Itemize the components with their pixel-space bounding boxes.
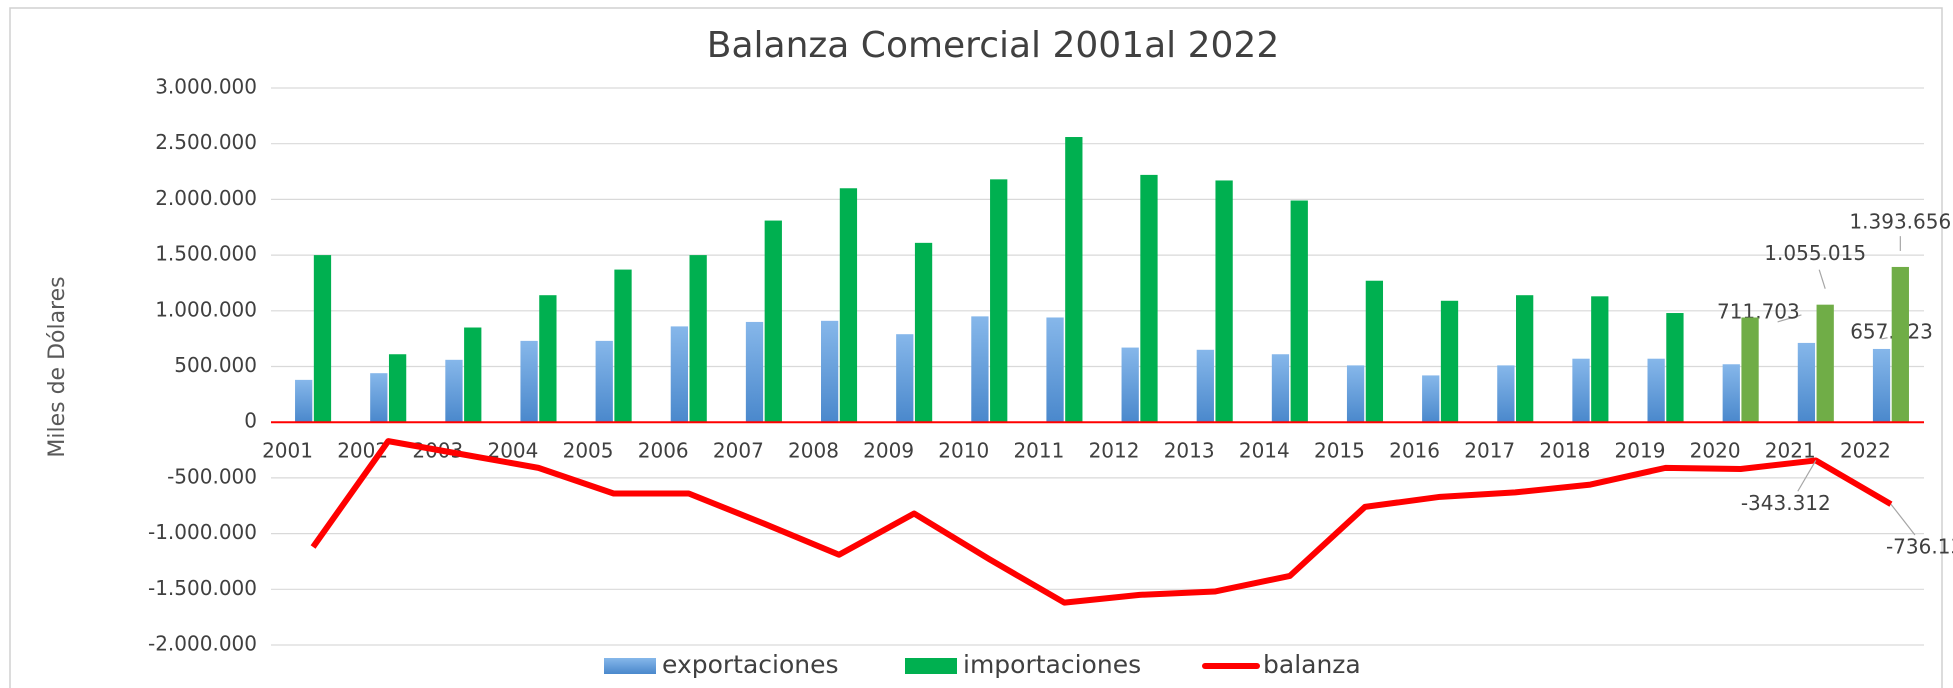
- legend-label: importaciones: [963, 650, 1141, 679]
- bar: [1591, 296, 1609, 423]
- bar: [1422, 375, 1440, 423]
- bar: [1346, 365, 1365, 423]
- y-tick-label: 1.500.000: [155, 242, 257, 266]
- x-tick-label: 2008: [788, 439, 839, 463]
- bar: [1290, 200, 1308, 423]
- y-tick-label: 500.000: [174, 353, 257, 377]
- bar: [313, 255, 332, 423]
- y-tick-label: 2.500.000: [155, 130, 257, 154]
- data-label: -343.312: [1741, 491, 1831, 515]
- bar: [539, 295, 557, 423]
- bar: [1816, 304, 1834, 423]
- leader-line: [1777, 314, 1802, 323]
- bar: [1365, 280, 1384, 423]
- bar: [689, 255, 707, 423]
- data-label: 1.055.015: [1764, 241, 1866, 265]
- bar: [1516, 295, 1534, 423]
- bar: [1196, 349, 1214, 423]
- bar: [295, 379, 313, 423]
- bar: [914, 242, 933, 423]
- bar: [1440, 300, 1459, 423]
- bar: [990, 179, 1008, 423]
- y-tick-label: -1.000.000: [148, 520, 257, 544]
- legend-label: balanza: [1263, 650, 1361, 679]
- bar: [1797, 342, 1816, 423]
- bar: [820, 320, 839, 423]
- bar: [1741, 317, 1759, 423]
- y-tick-label: -2.000.000: [148, 632, 257, 656]
- legend-swatch: [604, 658, 656, 674]
- bar: [764, 220, 782, 423]
- bar: [896, 334, 914, 423]
- bar: [1666, 313, 1684, 423]
- bar: [1215, 180, 1233, 423]
- bar: [670, 326, 689, 423]
- bar: [614, 269, 632, 423]
- leader-line: [1818, 269, 1826, 289]
- x-tick-label: 2005: [563, 439, 614, 463]
- y-tick-label: 3.000.000: [155, 75, 257, 99]
- x-tick-label: 2011: [1013, 439, 1064, 463]
- bar: [971, 316, 989, 423]
- x-tick-label: 2020: [1690, 439, 1741, 463]
- x-tick-label: 2019: [1615, 439, 1666, 463]
- y-axis-title: Miles de Dólares: [45, 276, 70, 457]
- x-tick-label: 2010: [938, 439, 989, 463]
- x-tick-label: 2001: [262, 439, 313, 463]
- data-label: 1.393.656: [1849, 209, 1951, 233]
- y-tick-label: 0: [244, 409, 257, 433]
- data-label: -736.133: [1886, 535, 1953, 559]
- bar: [1497, 365, 1515, 423]
- leader-line: [1881, 337, 1888, 340]
- bar: [595, 340, 613, 423]
- x-tick-label: 2022: [1840, 439, 1891, 463]
- legend-swatch: [905, 658, 957, 674]
- legend-label: exportaciones: [662, 650, 839, 679]
- bar: [1872, 348, 1891, 423]
- bar: [1271, 354, 1290, 423]
- y-tick-label: -1.500.000: [148, 576, 257, 600]
- x-tick-label: 2015: [1314, 439, 1365, 463]
- bar: [370, 373, 388, 423]
- x-tick-label: 2018: [1539, 439, 1590, 463]
- x-tick-label: 2014: [1239, 439, 1290, 463]
- bar: [388, 354, 407, 423]
- x-tick-label: 2017: [1464, 439, 1515, 463]
- bar: [464, 327, 482, 423]
- y-tick-label: 2.000.000: [155, 186, 257, 210]
- x-tick-label: 2009: [863, 439, 914, 463]
- bar: [745, 321, 764, 423]
- x-tick-label: 2006: [638, 439, 689, 463]
- line-series: [310, 438, 1893, 606]
- y-tick-label: -500.000: [167, 464, 257, 488]
- x-tick-label: 2013: [1164, 439, 1215, 463]
- bar: [1140, 174, 1158, 423]
- x-tick-label: 2016: [1389, 439, 1440, 463]
- y-tick-label: 1.000.000: [155, 297, 257, 321]
- chart-title: Balanza Comercial 2001al 2022: [707, 25, 1279, 66]
- bar: [1722, 364, 1740, 423]
- x-tick-label: 2012: [1089, 439, 1140, 463]
- bar: [520, 340, 538, 423]
- chart-frame: [9, 7, 1943, 688]
- x-tick-label: 2007: [713, 439, 764, 463]
- leader-line: [1890, 503, 1916, 536]
- bar: [839, 188, 858, 423]
- bar: [1065, 137, 1083, 423]
- bar: [1647, 358, 1665, 423]
- bar: [445, 359, 463, 423]
- leader-line: [1797, 460, 1817, 492]
- bar: [1572, 358, 1590, 423]
- bar: [1046, 317, 1064, 423]
- bar: [1121, 347, 1139, 423]
- data-label: 657.523: [1850, 319, 1933, 343]
- bar: [1891, 266, 1909, 423]
